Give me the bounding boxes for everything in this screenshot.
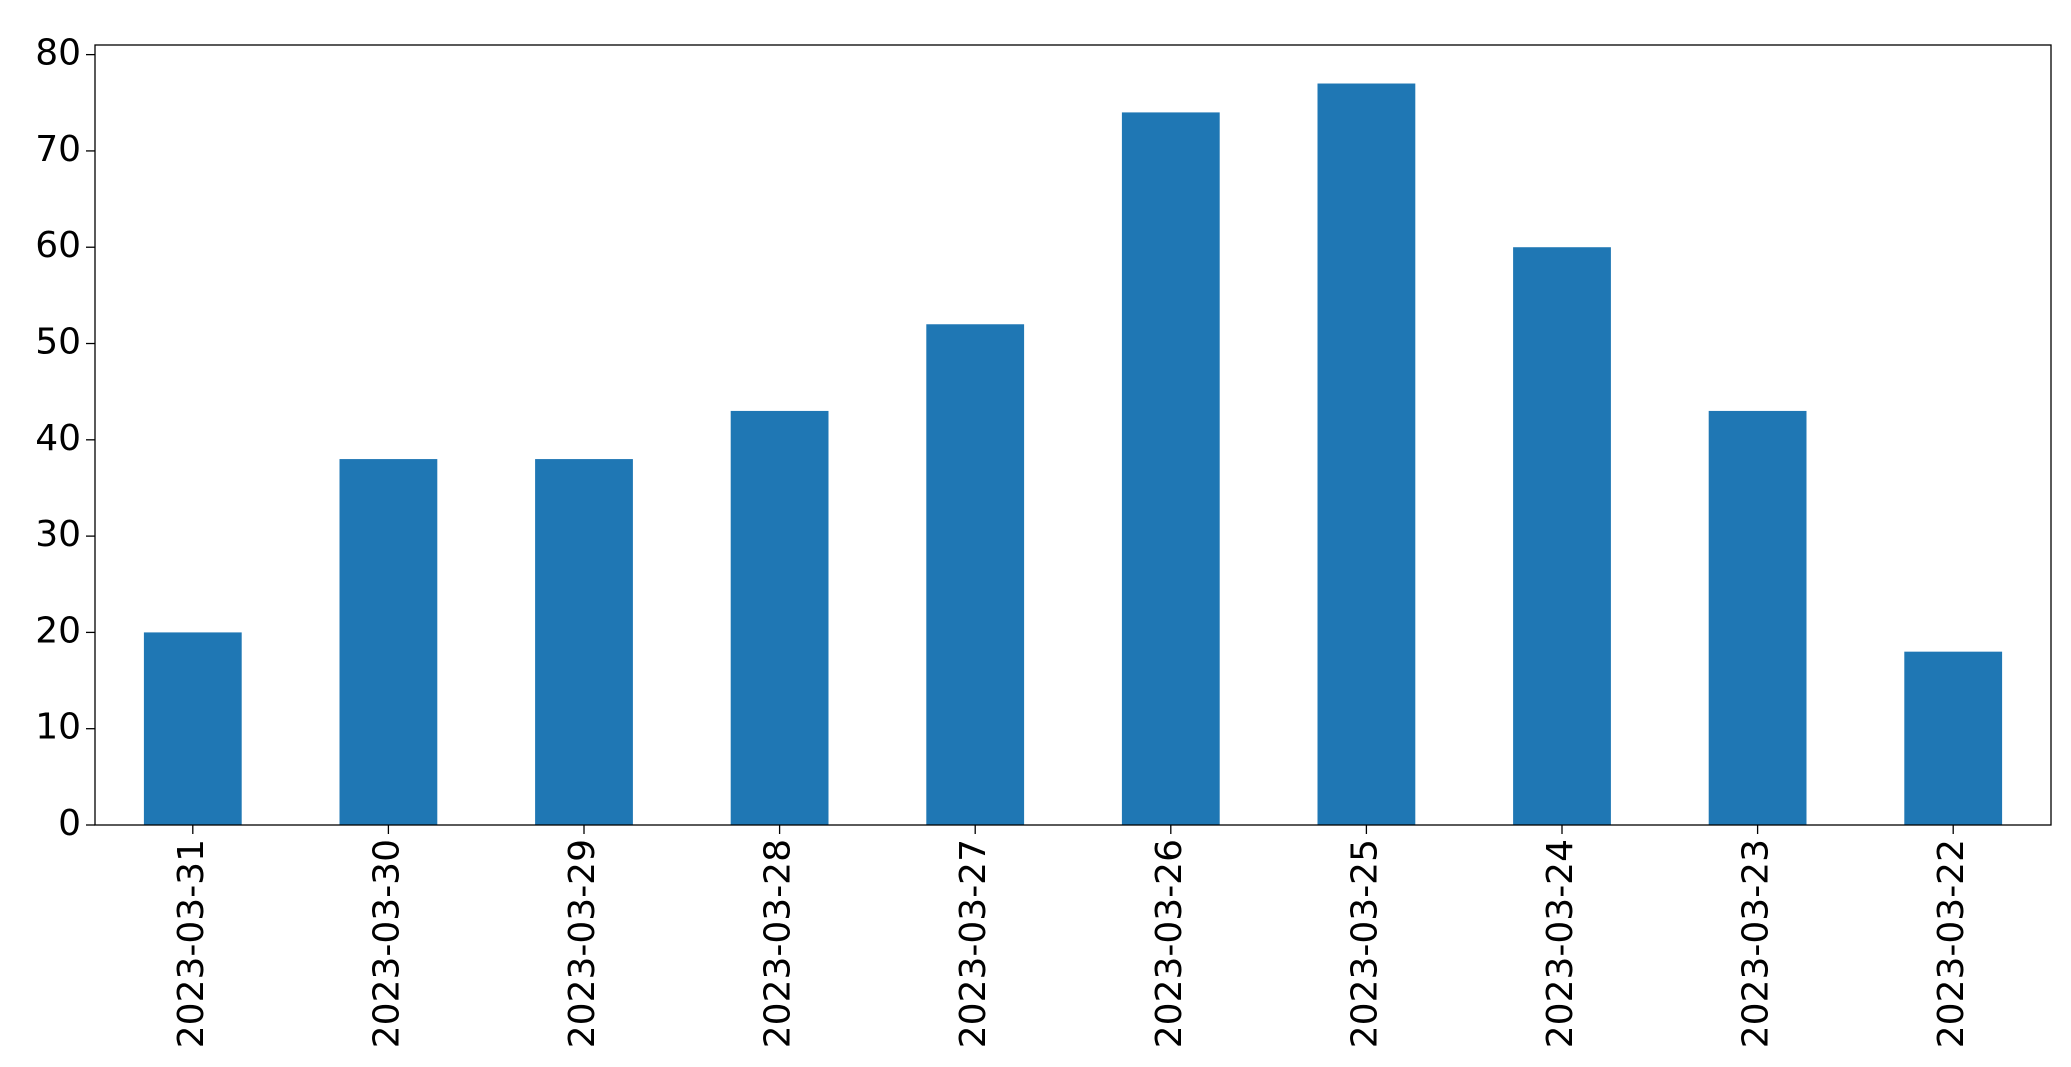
plot-frame [94, 44, 2052, 826]
y-tick-label: 40 [35, 418, 81, 459]
x-tick-label: 2023-03-31 [171, 839, 212, 1048]
y-tick-label: 50 [35, 322, 81, 363]
y-tick-label: 10 [35, 707, 81, 748]
bar [926, 324, 1025, 825]
bar [1513, 247, 1611, 825]
y-tick-label: 80 [35, 33, 81, 74]
bar [1904, 651, 2003, 825]
bar [1121, 112, 1220, 825]
bar [339, 459, 438, 825]
x-tick-label: 2023-03-27 [953, 839, 994, 1048]
y-tick-label: 60 [35, 225, 81, 266]
bar [1317, 83, 1416, 826]
y-tick-label: 20 [35, 610, 81, 651]
y-tick-label: 30 [35, 514, 81, 555]
bar [730, 410, 829, 825]
x-tick-label: 2023-03-28 [758, 839, 799, 1048]
y-tick-label: 0 [58, 803, 81, 844]
x-tick-label: 2023-03-24 [1540, 839, 1581, 1048]
bar [535, 459, 633, 825]
bar [1708, 410, 1807, 825]
bar [143, 632, 242, 825]
x-tick-label: 2023-03-26 [1149, 839, 1190, 1048]
x-tick-label: 2023-03-29 [562, 839, 603, 1048]
x-tick-label: 2023-03-25 [1344, 839, 1385, 1048]
x-tick-label: 2023-03-23 [1736, 839, 1777, 1048]
x-tick-label: 2023-03-30 [366, 839, 407, 1048]
x-tick-label: 2023-03-22 [1931, 839, 1972, 1048]
y-tick-label: 70 [35, 129, 81, 170]
